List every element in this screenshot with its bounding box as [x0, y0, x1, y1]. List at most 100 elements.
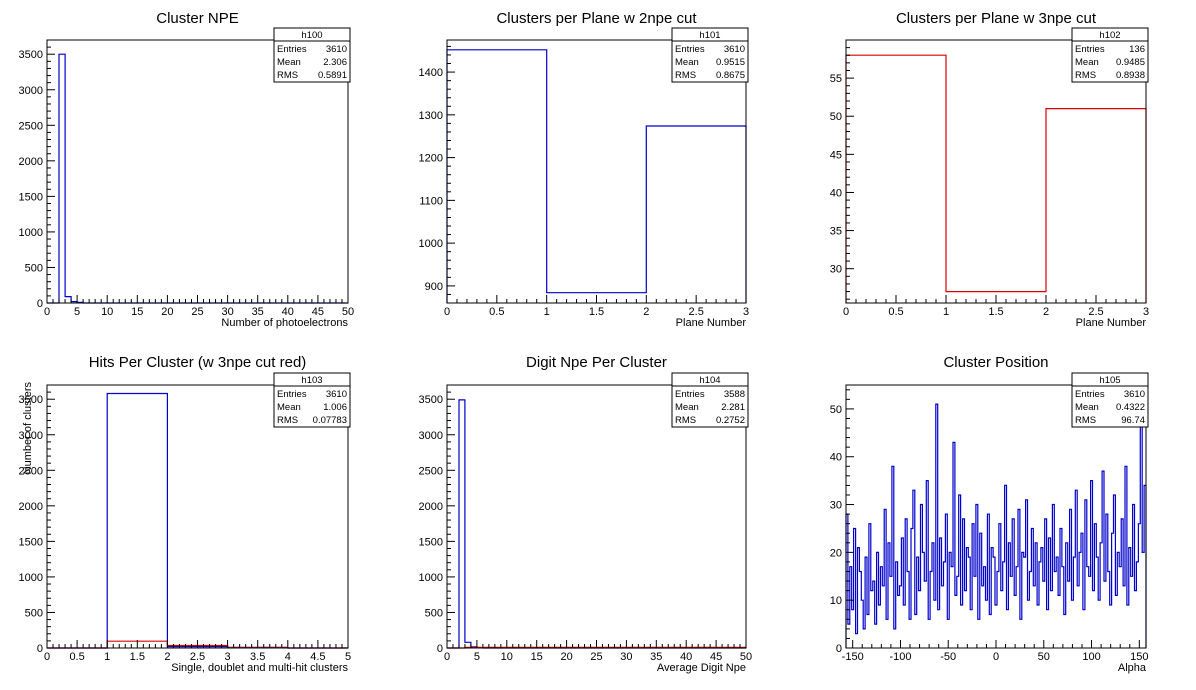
x-tick-label: 15 — [131, 306, 143, 318]
x-tick-label: 0.5 — [69, 651, 84, 663]
x-tick-label: 2 — [1043, 306, 1049, 318]
x-tick-label: 0 — [993, 651, 999, 663]
y-tick-label: 500 — [25, 262, 43, 274]
y-tick-label: 1000 — [419, 238, 443, 250]
stats-box: h104 Entries 3588 Mean 2.281 RMS 0.2752 — [671, 372, 749, 428]
x-tick-label: 25 — [191, 306, 203, 318]
x-tick-label: 45 — [710, 651, 722, 663]
x-tick-label: 1.5 — [130, 651, 145, 663]
y-tick-label: 3500 — [19, 394, 43, 406]
stats-rms-value: 0.8675 — [716, 70, 745, 81]
stats-entries-label: Entries — [277, 44, 307, 55]
stats-histogram-name: h104 — [699, 375, 720, 386]
x-axis-label: Alpha — [1118, 662, 1147, 674]
chart-title: Clusters per Plane w 2npe cut — [496, 10, 697, 27]
stats-box-frame — [671, 27, 749, 83]
stats-entries-value: 3610 — [724, 44, 745, 55]
y-axis-label: Number of clusters — [22, 382, 34, 475]
y-tick-label: 900 — [425, 281, 443, 293]
x-tick-label: 2 — [643, 306, 649, 318]
stats-entries-value: 3588 — [724, 389, 745, 400]
x-tick-label: 15 — [531, 651, 543, 663]
x-tick-label: 0 — [44, 651, 50, 663]
stats-entries-label: Entries — [1075, 44, 1105, 55]
stats-box: h101 Entries 3610 Mean 0.9515 RMS 0.8675 — [671, 27, 749, 83]
x-tick-label: 1.5 — [988, 306, 1003, 318]
x-tick-label: 35 — [252, 306, 264, 318]
y-tick-label: 1000 — [19, 572, 43, 584]
stats-histogram-name: h101 — [699, 30, 720, 41]
x-tick-label: 3 — [1143, 306, 1149, 318]
stats-entries-value: 3610 — [1124, 389, 1145, 400]
y-tick-label: 40 — [830, 187, 842, 199]
stats-rms-label: RMS — [1075, 70, 1096, 81]
x-tick-label: 3 — [743, 306, 749, 318]
stats-entries-label: Entries — [1075, 389, 1105, 400]
x-tick-label: 150 — [1130, 651, 1148, 663]
y-tick-label: 500 — [25, 607, 43, 619]
stats-entries-value: 3610 — [326, 389, 347, 400]
histogram-series-1 — [447, 399, 746, 649]
stats-histogram-name: h103 — [301, 375, 322, 386]
stats-rms-label: RMS — [1075, 415, 1096, 426]
x-tick-label: 100 — [1082, 651, 1100, 663]
x-tick-label: 50 — [342, 306, 354, 318]
y-tick-label: 2000 — [419, 501, 443, 513]
stats-mean-label: Mean — [1075, 57, 1099, 68]
x-tick-label: 3 — [225, 651, 231, 663]
x-tick-label: 1 — [544, 306, 550, 318]
stats-mean-value: 0.9515 — [716, 57, 745, 68]
x-axis-label: Single, doublet and multi-hit clusters — [171, 662, 348, 674]
y-tick-label: 40 — [830, 452, 842, 464]
x-axis-label: Plane Number — [676, 317, 747, 329]
stats-mean-value: 2.306 — [323, 57, 347, 68]
stats-rms-value: 0.2752 — [716, 415, 745, 426]
stats-histogram-name: h105 — [1099, 375, 1120, 386]
y-tick-label: 10 — [830, 595, 842, 607]
stats-entries-value: 3610 — [326, 44, 347, 55]
stats-entries-value: 136 — [1129, 44, 1145, 55]
stats-box-frame — [273, 27, 351, 83]
chart-title: Cluster NPE — [156, 10, 239, 27]
stats-box-frame — [1071, 372, 1149, 428]
stats-mean-value: 0.4322 — [1116, 402, 1145, 413]
y-tick-label: 50 — [830, 404, 842, 416]
chart-title: Digit Npe Per Cluster — [526, 354, 667, 371]
stats-histogram-name: h100 — [301, 30, 322, 41]
stats-entries-label: Entries — [277, 389, 307, 400]
x-tick-label: 2.5 — [1088, 306, 1103, 318]
y-tick-label: 2000 — [19, 501, 43, 513]
y-tick-label: 3500 — [19, 49, 43, 61]
x-tick-label: 1 — [943, 306, 949, 318]
x-tick-label: 45 — [312, 306, 324, 318]
y-tick-label: 1100 — [419, 195, 443, 207]
stats-mean-label: Mean — [277, 57, 301, 68]
x-tick-label: 0 — [444, 306, 450, 318]
stats-rms-value: 96.74 — [1121, 415, 1145, 426]
x-tick-label: 30 — [221, 306, 233, 318]
x-tick-label: 1 — [104, 651, 110, 663]
y-tick-label: 1500 — [419, 536, 443, 548]
x-tick-label: -50 — [940, 651, 956, 663]
histogram-panel-4: Hits Per Cluster (w 3npe cut red) 0 0.5 1 1.… — [19, 354, 352, 674]
x-tick-label: 25 — [590, 651, 602, 663]
y-tick-label: 50 — [830, 111, 842, 123]
y-tick-label: 3000 — [19, 430, 43, 442]
y-tick-label: 0 — [37, 298, 43, 310]
stats-rms-value: 0.07783 — [313, 415, 347, 426]
stats-box: h102 Entries 136 Mean 0.9485 RMS 0.8938 — [1071, 27, 1149, 83]
histogram-series-1 — [845, 54, 1147, 303]
x-axis-label: Plane Number — [1076, 317, 1147, 329]
chart-title: Hits Per Cluster (w 3npe cut red) — [89, 354, 307, 371]
x-tick-label: 0.5 — [489, 306, 504, 318]
x-tick-label: 3.5 — [250, 651, 265, 663]
stats-rms-value: 0.5891 — [318, 70, 347, 81]
histogram-series-1 — [446, 49, 747, 303]
y-tick-label: 2500 — [19, 120, 43, 132]
stats-mean-value: 1.006 — [323, 402, 347, 413]
x-tick-label: 20 — [161, 306, 173, 318]
histogram-panel-5: Digit Npe Per Cluster 0 5 10 15 20 25 30 35 40 45 5… — [419, 354, 753, 674]
y-tick-label: 20 — [830, 547, 842, 559]
